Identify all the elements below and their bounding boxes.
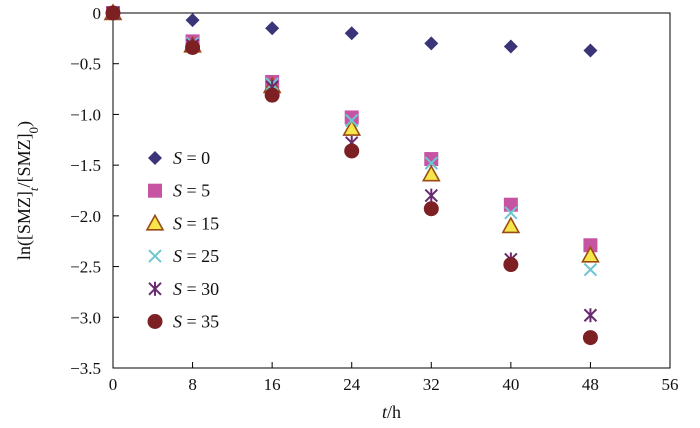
legend-label-35: S = 35	[173, 312, 219, 332]
marker-series-25-point-4	[424, 156, 438, 170]
y-tick-label: −2.0	[70, 207, 101, 226]
marker-series-35-point-4	[423, 201, 439, 217]
marker-series-35-point-5	[503, 257, 519, 273]
marker-series-5-point-4	[424, 152, 439, 167]
legend-marker-30	[148, 281, 162, 296]
legend-marker-25	[148, 249, 162, 263]
y-tick-label: −3.0	[70, 308, 101, 327]
marker-series-5-point-5	[503, 197, 518, 212]
marker-series-35-point-2	[264, 87, 280, 103]
marker-series-35-point-3	[344, 143, 360, 159]
x-axis-title: t/h	[382, 402, 401, 422]
y-axis-title-text: ln([SMZ]t/[SMZ]0)	[14, 121, 41, 260]
y-axis-title-sub2: 0	[26, 127, 41, 134]
y-tick-label: −2.5	[70, 258, 101, 277]
marker-series-15-point-4	[421, 164, 441, 182]
axis-tick-labels: 0 8 16 24 32 40 48 56 0 −0.5 −1.0 −1.5 −2.0 −2.5 −3.0 −…	[70, 4, 678, 394]
legend-label-5: S = 5	[173, 181, 210, 201]
x-tick-label: 24	[343, 375, 361, 394]
legend: S = 0 S = 5 S = 15 S = 25 S = 30 S = 35	[145, 148, 219, 332]
legend-label-30: S = 30	[173, 279, 219, 299]
y-axis-title-sub1: t	[26, 187, 41, 191]
plot-frame	[112, 12, 671, 369]
x-tick-label: 0	[109, 375, 118, 394]
marker-series-5-point-3	[344, 110, 359, 125]
legend-label-25: S = 25	[173, 246, 219, 266]
data-markers	[103, 3, 600, 346]
y-tick-label: −1.5	[70, 156, 101, 175]
x-tick-label: 32	[423, 375, 440, 394]
y-tick-label: −3.5	[70, 359, 101, 378]
marker-series-35-point-6	[582, 330, 598, 346]
y-tick-label: −1.0	[70, 105, 101, 124]
legend-marker-0	[148, 151, 162, 165]
x-tick-label: 56	[662, 375, 679, 394]
y-axis-title-main: ln([SMZ]	[14, 191, 35, 260]
x-tick-label: 8	[188, 375, 197, 394]
marker-series-15-point-5	[501, 216, 521, 234]
legend-label-0: S = 0	[173, 148, 210, 168]
marker-series-15-point-6	[581, 245, 600, 263]
legend-marker-5	[148, 183, 162, 198]
marker-series-0-point-5	[503, 39, 518, 54]
marker-series-25-point-6	[583, 262, 598, 277]
marker-series-35-point-0	[105, 5, 121, 21]
marker-series-25-point-5	[504, 206, 518, 220]
y-tick-label: 0	[93, 4, 102, 23]
y-tick-label: −0.5	[70, 55, 101, 74]
x-tick-label: 40	[502, 375, 519, 394]
marker-series-25-point-3	[345, 113, 359, 128]
legend-label-15: S = 15	[173, 213, 219, 233]
legend-marker-35	[147, 314, 163, 329]
marker-series-30-point-6	[583, 308, 598, 323]
marker-series-5-point-6	[583, 238, 598, 253]
marker-series-30-point-4	[424, 188, 438, 203]
legend-marker-15	[145, 213, 165, 231]
marker-series-35-point-1	[185, 39, 201, 55]
y-axis-title: ln([SMZ]t/[SMZ]0)	[14, 121, 41, 260]
y-axis-title-mid: /[SMZ]	[14, 133, 34, 187]
marker-series-0-point-6	[583, 43, 598, 58]
x-axis-title-var: t	[382, 402, 388, 422]
marker-series-0-point-2	[265, 21, 280, 36]
marker-series-0-point-3	[344, 26, 359, 41]
x-tick-label: 48	[582, 375, 599, 394]
marker-series-0-point-4	[424, 36, 439, 51]
marker-series-0-point-1	[185, 13, 200, 28]
x-tick-label: 16	[264, 375, 281, 394]
y-axis-title-end: )	[14, 121, 35, 127]
marker-series-15-point-3	[342, 118, 362, 136]
x-axis-title-unit: /h	[387, 402, 401, 422]
